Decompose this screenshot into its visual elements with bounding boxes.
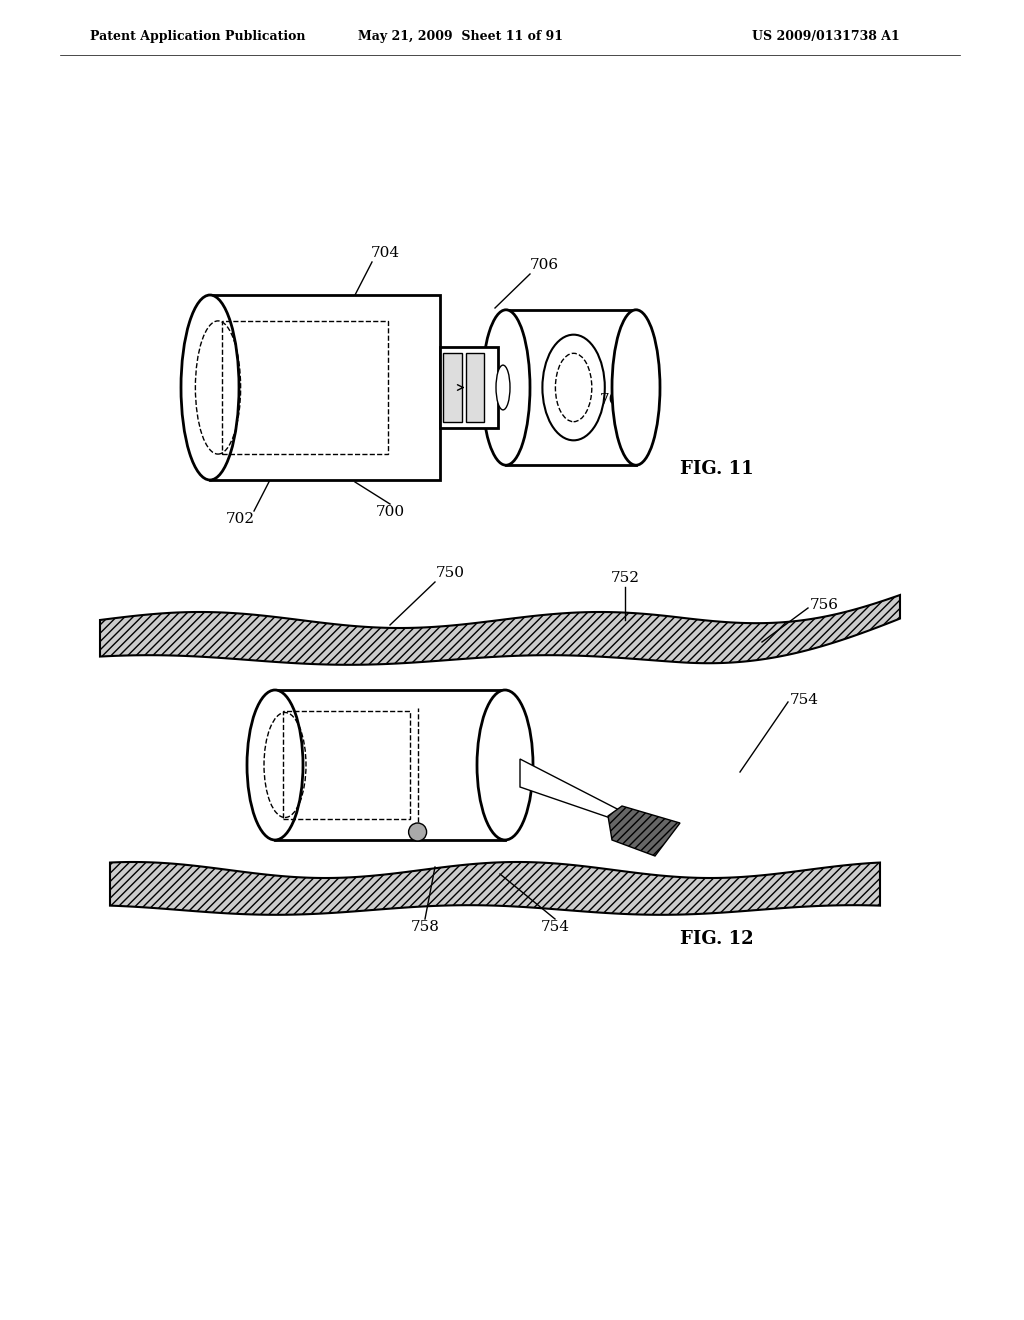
Text: 754: 754 <box>541 920 569 935</box>
Text: Patent Application Publication: Patent Application Publication <box>90 30 305 44</box>
Text: 758: 758 <box>411 920 439 935</box>
Text: 708: 708 <box>600 393 629 407</box>
Bar <box>283 711 410 818</box>
Text: 752: 752 <box>610 572 640 585</box>
Text: FIG. 12: FIG. 12 <box>680 931 754 948</box>
Polygon shape <box>110 862 880 915</box>
Ellipse shape <box>247 690 303 840</box>
Bar <box>275 690 505 840</box>
Polygon shape <box>520 759 637 822</box>
Bar <box>466 354 484 421</box>
Text: 756: 756 <box>810 598 839 612</box>
Bar <box>443 354 462 421</box>
Text: 702: 702 <box>225 512 255 525</box>
Text: May 21, 2009  Sheet 11 of 91: May 21, 2009 Sheet 11 of 91 <box>357 30 562 44</box>
Text: 704: 704 <box>371 246 399 260</box>
Text: FIG. 11: FIG. 11 <box>680 459 754 478</box>
Bar <box>440 347 498 428</box>
Polygon shape <box>100 595 900 665</box>
Ellipse shape <box>409 822 427 841</box>
Text: US 2009/0131738 A1: US 2009/0131738 A1 <box>753 30 900 44</box>
Ellipse shape <box>482 310 530 465</box>
Polygon shape <box>608 807 680 855</box>
Text: 700: 700 <box>376 506 404 519</box>
Text: 750: 750 <box>435 566 465 579</box>
Text: 754: 754 <box>790 693 819 708</box>
Ellipse shape <box>612 310 660 465</box>
Bar <box>222 321 388 454</box>
Ellipse shape <box>477 690 534 840</box>
Ellipse shape <box>181 294 239 480</box>
Bar <box>506 310 636 465</box>
Text: 706: 706 <box>530 257 559 272</box>
Ellipse shape <box>496 366 510 411</box>
Bar <box>210 294 440 480</box>
